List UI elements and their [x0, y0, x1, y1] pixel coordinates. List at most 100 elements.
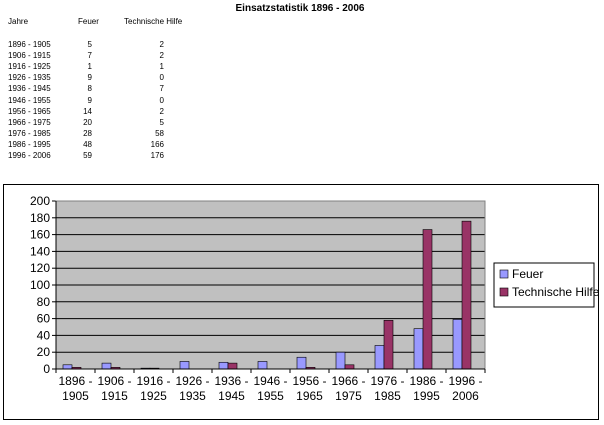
cell-period: 1916 - 1925	[8, 62, 51, 72]
table-row: 1986 - 1995 48 166	[0, 140, 260, 151]
table-row: 1996 - 2006 59 176	[0, 151, 260, 162]
x-tick-label: 1995	[413, 389, 440, 403]
x-tick-label: 1916 -	[136, 374, 170, 388]
legend-swatch-technische-hilfe	[499, 287, 509, 297]
bar-feuer	[296, 356, 307, 370]
cell-period: 1936 - 1945	[8, 84, 51, 94]
bar-feuer	[374, 345, 385, 370]
cell-period: 1966 - 1975	[8, 117, 51, 127]
y-tick-label: 60	[37, 312, 51, 326]
table-row: 1956 - 1965 14 2	[0, 107, 260, 118]
table-header-technische-hilfe: Technische Hilfe	[124, 17, 183, 26]
bar-technische-hilfe	[227, 362, 238, 370]
bar-technische-hilfe	[383, 319, 394, 370]
x-tick-label: 1925	[140, 389, 167, 403]
cell-feuer: 20	[83, 117, 92, 127]
table-header-jahre: Jahre	[8, 17, 29, 26]
cell-period: 1996 - 2006	[8, 151, 51, 160]
bar-technische-hilfe	[422, 229, 433, 370]
table-row: 1966 - 1975 20 5	[0, 118, 260, 129]
table-row: 1906 - 1915 7 2	[0, 51, 260, 62]
table-header-feuer: Feuer	[78, 17, 99, 26]
cell-feuer: 5	[87, 40, 92, 49]
cell-feuer: 59	[83, 151, 92, 160]
cell-feuer: 7	[87, 51, 92, 61]
cell-feuer: 9	[87, 73, 92, 83]
cell-period: 1986 - 1995	[8, 139, 51, 149]
y-tick-label: 160	[30, 228, 50, 242]
cell-period: 1896 - 1905	[8, 40, 51, 49]
cell-technische-hilfe: 1	[159, 62, 164, 72]
x-tick-label: 1946 -	[253, 374, 287, 388]
bar-technische-hilfe	[461, 220, 472, 370]
x-tick-label: 1926 -	[175, 374, 209, 388]
legend-swatch-feuer	[499, 269, 509, 279]
cell-technische-hilfe: 2	[159, 40, 164, 49]
y-tick-label: 120	[30, 261, 50, 275]
x-tick-label: 1936 -	[214, 374, 248, 388]
cell-technische-hilfe: 58	[155, 128, 164, 138]
table-row: 1946 - 1955 9 0	[0, 96, 260, 107]
cell-technische-hilfe: 2	[159, 106, 164, 116]
bar-feuer	[179, 361, 190, 370]
legend-label-feuer: Feuer	[512, 267, 543, 281]
cell-period: 1976 - 1985	[8, 128, 51, 138]
cell-technische-hilfe: 166	[150, 139, 164, 149]
x-tick-label: 1956 -	[292, 374, 326, 388]
x-tick-label: 1915	[101, 389, 128, 403]
x-tick-label: 1905	[62, 389, 89, 403]
x-tick-label: 1945	[218, 389, 245, 403]
bar-feuer	[101, 362, 112, 370]
bar-feuer	[413, 328, 424, 370]
cell-period: 1926 - 1935	[8, 73, 51, 83]
bar-feuer	[335, 351, 346, 370]
bar-feuer	[452, 319, 463, 370]
y-tick-label: 40	[37, 328, 51, 342]
cell-period: 1956 - 1965	[8, 106, 51, 116]
cell-technische-hilfe: 176	[150, 151, 164, 160]
cell-feuer: 9	[87, 95, 92, 105]
page-title: Einsatzstatistik 1896 - 2006	[235, 3, 365, 14]
x-tick-label: 1975	[335, 389, 362, 403]
y-tick-label: 180	[30, 211, 50, 225]
legend-label-technische-hilfe: Technische Hilfe	[512, 285, 598, 299]
bar-feuer	[62, 364, 73, 370]
cell-technische-hilfe: 0	[159, 95, 164, 105]
table-row: 1936 - 1945 8 7	[0, 84, 260, 95]
y-tick-label: 140	[30, 244, 50, 258]
x-tick-label: 1985	[374, 389, 401, 403]
bar-technische-hilfe	[344, 364, 355, 370]
x-tick-label: 1906 -	[97, 374, 131, 388]
cell-technische-hilfe: 0	[159, 73, 164, 83]
cell-feuer: 1	[87, 62, 92, 72]
table-row: 1896 - 1905 5 2	[0, 40, 260, 51]
cell-feuer: 8	[87, 84, 92, 94]
x-tick-label: 1935	[179, 389, 206, 403]
y-tick-label: 80	[37, 295, 51, 309]
x-tick-label: 1976 -	[370, 374, 404, 388]
cell-period: 1906 - 1915	[8, 51, 51, 61]
bar-feuer	[257, 361, 268, 370]
table-row: 1976 - 1985 28 58	[0, 129, 260, 140]
x-tick-label: 1996 -	[448, 374, 482, 388]
cell-technische-hilfe: 7	[159, 84, 164, 94]
y-tick-label: 0	[43, 362, 50, 376]
x-tick-label: 1986 -	[409, 374, 443, 388]
table-row: 1926 - 1935 9 0	[0, 73, 260, 84]
bar-feuer	[218, 361, 229, 370]
y-tick-label: 100	[30, 278, 50, 292]
x-tick-label: 2006	[452, 389, 479, 403]
y-tick-label: 200	[30, 194, 50, 208]
x-tick-label: 1896 -	[58, 374, 92, 388]
bar-chart: 0 20 40 60 80 100 120 140 160 180 200 1896 -1905 190…	[30, 194, 598, 403]
cell-feuer: 14	[83, 106, 92, 116]
y-tick-label: 20	[37, 345, 51, 359]
x-tick-label: 1955	[257, 389, 284, 403]
chart-frame: 0 20 40 60 80 100 120 140 160 180 200 1896 -1905 190…	[3, 184, 599, 420]
cell-technische-hilfe: 5	[159, 117, 164, 127]
cell-technische-hilfe: 2	[159, 51, 164, 61]
x-tick-label: 1965	[296, 389, 323, 403]
x-tick-label: 1966 -	[331, 374, 365, 388]
table-row: 1916 - 1925 1 1	[0, 62, 260, 73]
cell-feuer: 28	[83, 128, 92, 138]
